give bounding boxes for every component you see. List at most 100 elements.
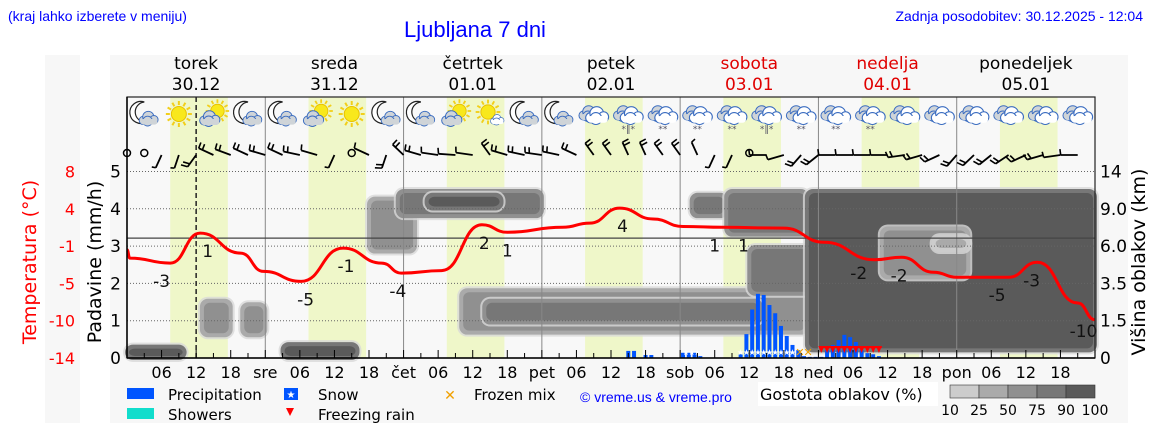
x-tick-label: 12 [1016, 363, 1036, 382]
precipitation-bar [755, 293, 760, 358]
sun-ray [324, 100, 328, 105]
weather-icon-cloud-snow: ** [682, 105, 713, 135]
wind-barb-staff [186, 154, 197, 168]
chart-title: Ljubljana 7 dni [404, 17, 546, 42]
wind-barb-staff [924, 154, 940, 163]
weather-icon-cloud [993, 105, 1025, 126]
wind-barb-staff [601, 142, 612, 156]
day-name: sobota [721, 54, 779, 74]
wind-barb-feather [691, 138, 696, 143]
sun-ray [491, 100, 495, 106]
sun-ray [327, 114, 332, 118]
cloud-icon [688, 106, 713, 126]
wind-barb-feather [1005, 156, 1012, 163]
snow-marker: ★ [777, 348, 784, 357]
temperature-label: 1 [709, 236, 720, 256]
cloud-icon [199, 110, 221, 127]
colorbar-segment [1036, 384, 1067, 399]
sun-ray [186, 117, 191, 122]
day-name: petek [587, 54, 635, 74]
x-tick-label: sre [253, 363, 277, 382]
x-tick-label: 06 [566, 363, 586, 382]
wind-barb-feather [248, 144, 252, 151]
wind-barb-feather [973, 160, 980, 166]
cloud-base [140, 119, 158, 125]
weather-icon-cloud [958, 105, 990, 126]
wind-barb-feather [392, 139, 398, 146]
wind-barb-feather [252, 145, 256, 152]
legend-precipitation-label: Precipitation [168, 386, 262, 404]
precipitation-bar [778, 325, 783, 358]
precipitation-bar [767, 305, 772, 358]
cloud-icon [619, 106, 644, 126]
precipitation-bars: ★★★ ★★★★★★★★★★ ✕✕ [626, 293, 882, 359]
legend-showers-swatch [127, 408, 154, 419]
wind-barb-staff [154, 154, 163, 169]
sun-disc [343, 106, 360, 122]
wind-barb-staff [1026, 154, 1044, 161]
temperature-label: -5 [989, 286, 1006, 306]
sun-ray [452, 100, 457, 105]
credit-link[interactable]: © vreme.us & vreme.pro [580, 389, 732, 405]
wind-barb-feather [483, 141, 490, 147]
snow-marker: ★ [783, 348, 790, 357]
day-date: 05.01 [1002, 75, 1051, 95]
cloud-base [555, 119, 573, 125]
x-tick-label: sob [666, 363, 694, 382]
wind-barb-feather [784, 163, 792, 167]
cloud-base [656, 116, 677, 123]
wind-barb-feather [989, 159, 996, 165]
wind-barb-feather [640, 141, 648, 147]
cloud-base [829, 116, 850, 123]
temperature-tick-label: 4 [65, 200, 75, 219]
wind-barb-feather [1026, 152, 1032, 159]
x-tick-label: 12 [463, 363, 483, 382]
wind-barb-feather [1041, 151, 1045, 158]
cloud-base [491, 120, 504, 124]
x-tick-label: 18 [221, 363, 241, 382]
temperature-label: 1 [502, 241, 513, 261]
precipitation-bar [865, 353, 870, 358]
wind-barb-staff [381, 154, 388, 169]
wind-barb-feather [704, 166, 710, 169]
wind-barb-staff [542, 150, 560, 156]
calm-wind-icon [140, 148, 149, 158]
wind-barb-feather [270, 143, 275, 151]
colorbar-tick-label: 50 [999, 403, 1017, 419]
location-hint-link[interactable]: (kraj lahko izberete v meniju) [8, 8, 187, 24]
wind-barb-feather [560, 142, 565, 149]
wind-barb-feather [959, 159, 967, 164]
x-tick-label: 18 [359, 363, 379, 382]
cloud-icon [1034, 106, 1059, 126]
wind-barb-feather [884, 151, 889, 158]
wind-barb-feather [919, 156, 926, 163]
sun-ray [223, 104, 229, 108]
temp-axis-panel [45, 55, 80, 423]
weather-icon-moon-cloud [233, 100, 263, 127]
wind-barb-feather [639, 138, 647, 143]
sun-ray [462, 100, 467, 105]
weather-icon-cloud [1027, 105, 1059, 126]
wind-barb-staff [767, 154, 785, 161]
weather-icon-cloud [924, 105, 955, 126]
cloud-icon [861, 106, 886, 126]
precipitation-bar [784, 335, 789, 358]
wind-barb-staff [353, 147, 370, 156]
precipitation-bar [692, 352, 697, 358]
wind-barb-feather [236, 143, 240, 151]
weather-icons: *‖* ** ** ** *‖* ** ** ** [126, 96, 1096, 359]
cloud-icon [965, 106, 990, 126]
temperature-axis-title: Temperatura (°C) [19, 180, 41, 345]
cloud-icon [723, 106, 748, 126]
sun-icon [165, 101, 192, 127]
day-date: 03.01 [725, 75, 774, 95]
day-date: 02.01 [587, 75, 636, 95]
day-date: 04.01 [863, 75, 912, 95]
sun-ray [339, 106, 345, 111]
wind-barb-staff [404, 149, 422, 156]
cloud-area [284, 346, 356, 356]
cloud-icon [792, 106, 817, 126]
weather-icon-moon-cloud [509, 100, 539, 127]
cloud-base [1002, 116, 1023, 123]
